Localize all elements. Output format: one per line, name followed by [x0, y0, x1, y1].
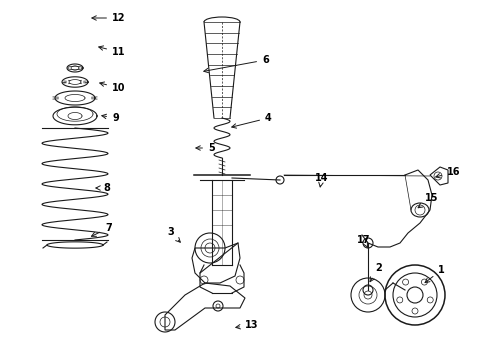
Text: 5: 5	[196, 143, 215, 153]
Text: 1: 1	[425, 265, 445, 283]
Text: 17: 17	[357, 235, 370, 248]
Text: 4: 4	[232, 113, 272, 128]
Text: 15: 15	[418, 193, 439, 208]
Text: 7: 7	[92, 223, 112, 236]
Text: 14: 14	[315, 173, 328, 187]
Text: 16: 16	[436, 167, 461, 178]
Text: 3: 3	[167, 227, 180, 242]
Text: 11: 11	[99, 46, 125, 57]
Text: 10: 10	[100, 82, 125, 93]
Text: 12: 12	[92, 13, 125, 23]
Text: 13: 13	[236, 320, 259, 330]
Text: 6: 6	[204, 55, 269, 73]
Text: 8: 8	[96, 183, 110, 193]
Text: 2: 2	[370, 263, 382, 282]
Text: 9: 9	[102, 113, 119, 123]
